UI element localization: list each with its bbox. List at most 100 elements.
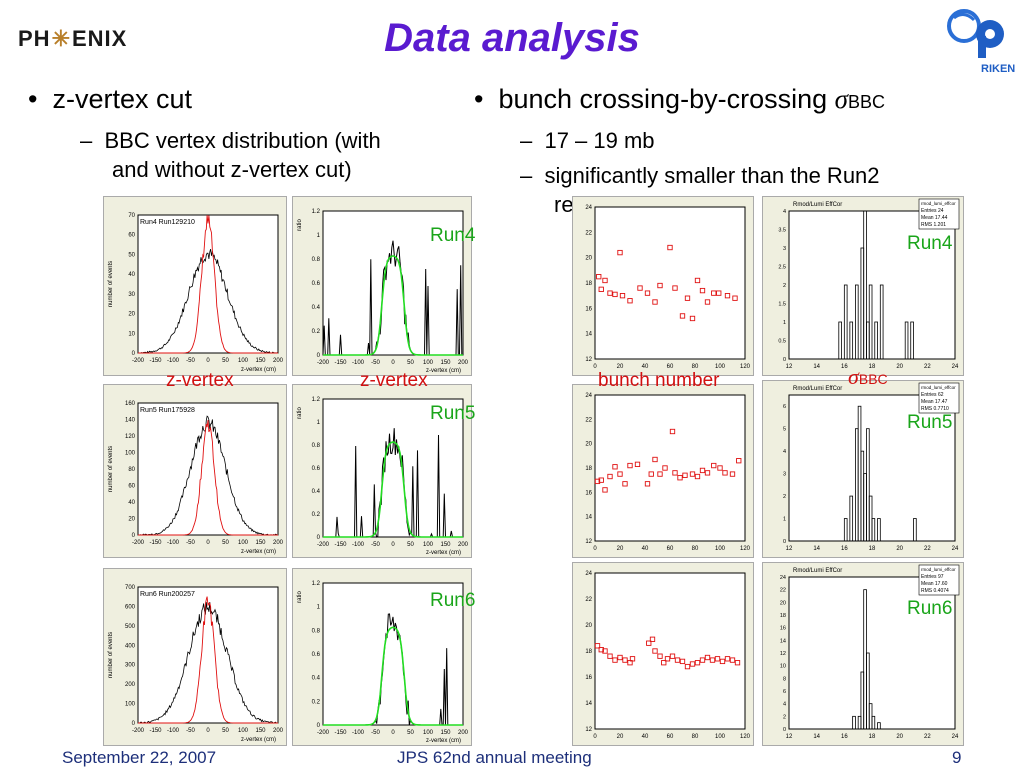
bunch-point bbox=[652, 456, 658, 463]
x-tick-label: 200 bbox=[458, 542, 469, 548]
bunch-point bbox=[722, 470, 728, 476]
x-tick-label: 16 bbox=[841, 364, 848, 370]
y-tick-label: 4 bbox=[783, 702, 786, 708]
y-tick-label: 0.2 bbox=[312, 512, 321, 518]
x-tick-label: 120 bbox=[740, 364, 751, 370]
y-tick-label: 18 bbox=[585, 649, 592, 655]
bunch-point bbox=[684, 663, 691, 670]
label-z-vertex-1: z-vertex bbox=[166, 370, 234, 391]
bunch-point bbox=[607, 290, 613, 296]
y-tick-label: 12 bbox=[585, 539, 592, 545]
x-tick-label: 100 bbox=[238, 540, 249, 546]
bunch-point bbox=[657, 282, 663, 289]
x-tick-label: 20 bbox=[617, 364, 624, 370]
bunch-point bbox=[677, 475, 683, 481]
stats-entries: Entries 62 bbox=[921, 392, 944, 398]
y-tick-label: 1 bbox=[783, 517, 786, 523]
bunch-point bbox=[657, 653, 663, 659]
x-tick-label: -150 bbox=[334, 542, 347, 548]
y-tick-label: 70 bbox=[128, 213, 135, 219]
y-tick-label: 1 bbox=[317, 605, 321, 611]
hist-title: Rmod/Lumi EffCor bbox=[793, 202, 842, 208]
sigma-symbol: σ bbox=[834, 84, 848, 114]
x-tick-label: 150 bbox=[440, 730, 451, 736]
stats-mean: Mean 17.47 bbox=[921, 399, 948, 405]
y-tick-label: 140 bbox=[125, 418, 136, 424]
bullet-bunch-crossing: • bunch crossing-by-crossing σBBC bbox=[474, 84, 885, 114]
stats-rms: RMS 0.4074 bbox=[921, 588, 949, 594]
bunch-point bbox=[704, 299, 711, 305]
x-axis-label: z-vertex (cm) bbox=[426, 550, 461, 556]
label-run4-left: Run4 bbox=[430, 225, 476, 246]
y-tick-label: 0.2 bbox=[312, 329, 321, 335]
y-tick-label: 400 bbox=[125, 643, 136, 649]
y-tick-label: 20 bbox=[585, 256, 592, 262]
y-tick-label: 12 bbox=[585, 727, 592, 733]
bunch-point bbox=[607, 473, 613, 480]
bunch-point bbox=[637, 285, 643, 291]
hist-bin bbox=[855, 284, 859, 360]
bunch-point bbox=[711, 290, 717, 296]
plot-hist-run4: Rmod/Lumi EffCor 0 0.5 1 1.5 2 2.5 3 3.5 4 12 14 16 1… bbox=[762, 196, 964, 376]
y-tick-label: 20 bbox=[128, 312, 135, 318]
x-tick-label: 100 bbox=[238, 728, 249, 734]
x-tick-label: 22 bbox=[924, 546, 931, 552]
y-tick-label: 0 bbox=[783, 539, 786, 545]
bunch-point bbox=[644, 481, 651, 487]
bunch-point bbox=[607, 653, 613, 659]
x-tick-label: 0 bbox=[593, 734, 597, 740]
x-tick-label: 50 bbox=[407, 360, 414, 366]
plot-title: Run6 Run200257 bbox=[140, 591, 195, 598]
x-tick-label: -150 bbox=[149, 358, 162, 364]
x-tick-label: 18 bbox=[869, 546, 876, 552]
y-tick-label: 0 bbox=[317, 353, 321, 359]
bunch-point bbox=[598, 477, 604, 483]
hist-title: Rmod/Lumi EffCor bbox=[793, 386, 842, 392]
bunch-point bbox=[612, 657, 618, 663]
x-tick-label: -100 bbox=[167, 728, 180, 734]
bunch-point bbox=[622, 481, 628, 487]
bunch-point bbox=[689, 315, 696, 322]
x-tick-label: 14 bbox=[813, 546, 820, 552]
x-axis-label: z-vertex (cm) bbox=[241, 737, 276, 743]
label-sigma-bbc: σBBC bbox=[848, 364, 888, 389]
x-axis-label: z-vertex (cm) bbox=[241, 549, 276, 555]
bunch-point bbox=[694, 473, 701, 480]
bunch-point bbox=[734, 660, 741, 666]
y-tick-label: 2 bbox=[783, 494, 786, 500]
x-axis-label: z-vertex (cm) bbox=[426, 368, 461, 374]
bunch-point bbox=[634, 461, 641, 468]
x-tick-label: 100 bbox=[423, 360, 434, 366]
x-tick-label: 120 bbox=[740, 734, 751, 740]
y-axis-label: ratio bbox=[297, 591, 303, 603]
y-tick-label: 40 bbox=[128, 272, 135, 278]
x-tick-label: 80 bbox=[692, 364, 699, 370]
y-tick-label: 22 bbox=[585, 230, 592, 236]
bunch-point bbox=[652, 648, 658, 654]
bunch-point bbox=[661, 660, 667, 666]
bunch-point bbox=[594, 478, 601, 485]
histogram-all bbox=[138, 601, 279, 724]
bunch-point bbox=[612, 464, 618, 470]
x-tick-label: 100 bbox=[715, 364, 726, 370]
x-tick-label: 0 bbox=[206, 358, 210, 364]
y-tick-label: 16 bbox=[585, 675, 592, 681]
bunch-point bbox=[711, 462, 717, 469]
x-tick-label: 40 bbox=[642, 734, 649, 740]
x-tick-label: -100 bbox=[167, 358, 180, 364]
svg-text:RIKEN: RIKEN bbox=[981, 63, 1015, 75]
hist-bin bbox=[874, 321, 878, 360]
x-tick-label: 50 bbox=[407, 542, 414, 548]
bunch-point bbox=[644, 290, 651, 296]
ratio-fit bbox=[323, 626, 463, 726]
x-tick-label: 12 bbox=[786, 546, 793, 552]
footer-meeting: JPS 62nd annual meeting bbox=[397, 748, 592, 767]
y-tick-label: 24 bbox=[585, 205, 592, 211]
label-run5-right: Run5 bbox=[907, 412, 953, 433]
y-tick-label: 0 bbox=[317, 723, 321, 729]
x-tick-label: 0 bbox=[391, 542, 395, 548]
y-tick-label: 22 bbox=[780, 588, 786, 594]
y-tick-label: 700 bbox=[125, 585, 136, 591]
hist-bin bbox=[866, 428, 870, 542]
x-tick-label: 50 bbox=[222, 728, 229, 734]
